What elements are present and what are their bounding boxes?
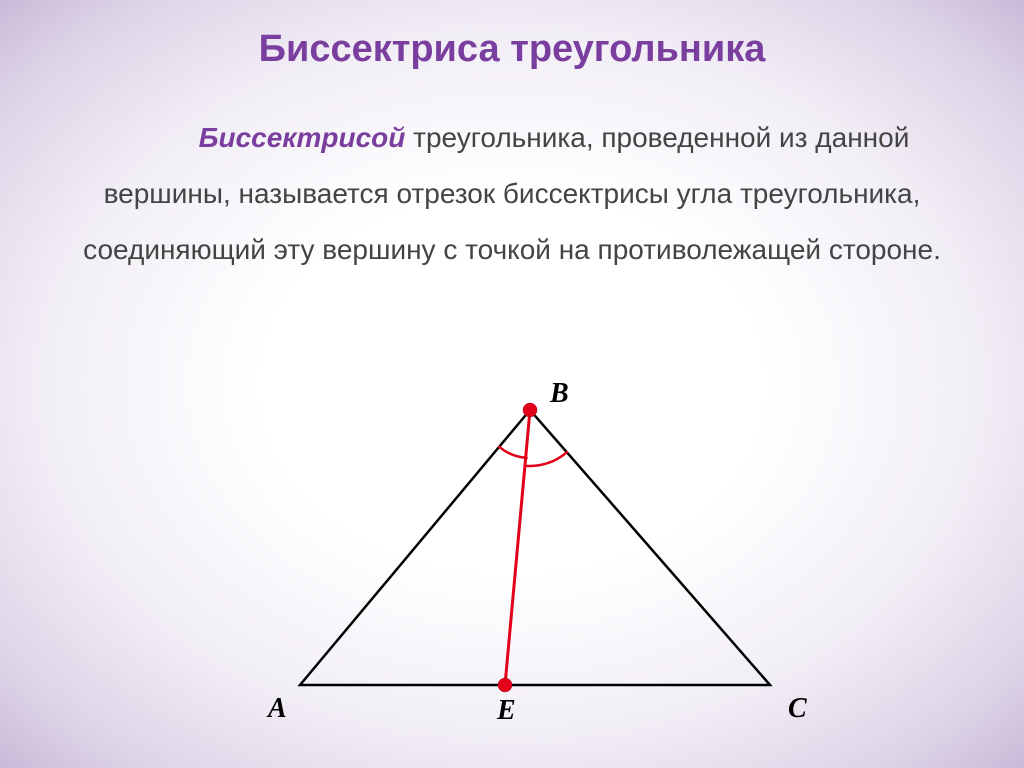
bisector-figure: A B C E <box>0 370 1024 750</box>
vertex-label-C: C <box>788 693 807 725</box>
vertex-label-E: E <box>497 695 516 727</box>
vertex-label-B: B <box>550 378 569 410</box>
slide-title: Биссектриса треугольника <box>0 28 1024 71</box>
definition-lead-word: Биссектрисой <box>199 122 406 153</box>
triangle-diagram <box>0 370 1024 750</box>
vertex-label-A: A <box>268 693 287 725</box>
slide: Биссектриса треугольника Биссектрисой тр… <box>0 0 1024 768</box>
definition-paragraph: Биссектрисой треугольника, проведенной и… <box>80 110 944 278</box>
